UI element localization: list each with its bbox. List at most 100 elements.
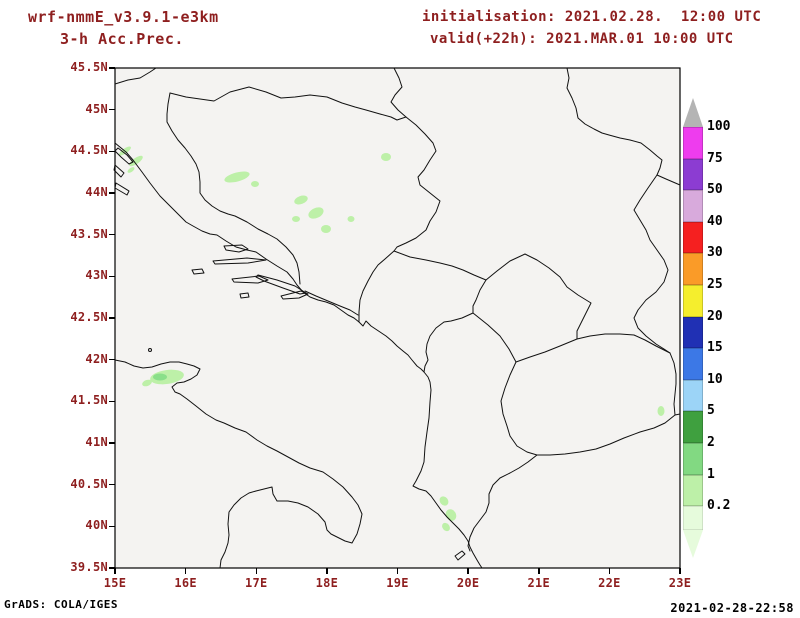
- island-peljesac: [255, 274, 307, 295]
- legend-level-label: 100: [707, 119, 731, 134]
- x-tick-mark: [608, 568, 611, 574]
- border-kosovo-albania: [472, 312, 517, 363]
- border-croatia-bosnia-dubrovnik: [304, 290, 359, 316]
- x-tick-mark: [114, 568, 116, 574]
- y-tick-label: 41.5N: [70, 393, 108, 408]
- x-tick-label: 20E: [456, 576, 480, 590]
- x-tick-mark: [538, 568, 540, 574]
- legend-segment: [683, 379, 703, 412]
- y-tick-mark: [109, 567, 115, 569]
- legend-level-label: 40: [707, 213, 723, 229]
- precip-patch: [292, 216, 300, 222]
- island-mljet: [280, 290, 309, 300]
- precip-patch: [439, 496, 449, 506]
- legend-level-label: 25: [707, 277, 723, 292]
- y-tick-mark: [109, 358, 115, 361]
- island-pag-south: [113, 164, 125, 178]
- y-tick-label: 40.5N: [70, 476, 108, 491]
- legend-level-label: 1: [707, 466, 715, 482]
- precip-patch: [127, 167, 135, 173]
- legend-segment: [683, 316, 703, 349]
- border-albania-macedonia: [500, 361, 538, 456]
- x-tick-label: 19E: [386, 576, 409, 590]
- precip-patch: [442, 522, 450, 532]
- border-albania-greece: [467, 454, 538, 552]
- precip-patch: [308, 207, 324, 219]
- y-tick-label: 42N: [85, 351, 108, 366]
- legend-level-label: 10: [707, 371, 723, 387]
- coastlines: [113, 142, 483, 569]
- legend-level-label: 5: [707, 403, 715, 419]
- model-title: wrf-nmmE_v3.9.1-e3km: [28, 8, 219, 26]
- y-tick-label: 43N: [85, 268, 108, 283]
- y-tick-mark: [109, 442, 115, 444]
- island-korcula: [231, 275, 269, 284]
- precip-patch: [321, 225, 331, 233]
- y-tick-label: 45N: [85, 101, 108, 116]
- legend-segment: [683, 190, 703, 222]
- x-tick-label: 18E: [315, 576, 339, 590]
- precip-patch: [657, 406, 665, 416]
- border-macedonia-greece: [536, 414, 676, 456]
- y-tick-label: 42.5N: [70, 310, 108, 324]
- y-tick-mark: [109, 275, 115, 278]
- border-greece-bulgaria: [674, 413, 681, 416]
- border-croatia-serbia: [390, 67, 407, 118]
- island-brac: [223, 244, 249, 253]
- render-timestamp: 2021-02-28-22:58: [670, 601, 794, 615]
- legend-overflow-arrow: [683, 98, 703, 127]
- x-tick-label: 22E: [598, 576, 621, 590]
- y-tick-label: 39.5N: [70, 560, 108, 574]
- legend-segment: [683, 221, 703, 254]
- island-lastovo: [239, 292, 250, 299]
- border-serbia-romania: [566, 67, 663, 176]
- border-macedonia-serbia: [576, 333, 671, 354]
- legend-level-label: 75: [707, 150, 723, 166]
- island-corfu: [454, 550, 466, 561]
- y-tick-label: 45.5N: [70, 60, 108, 74]
- y-tick-mark: [109, 67, 115, 69]
- initialisation-line: initialisation: 2021.02.28. 12:00 UTC: [422, 9, 762, 25]
- legend-level-label: 0.2: [707, 498, 731, 514]
- y-tick-mark: [109, 150, 115, 153]
- x-tick-mark: [326, 568, 328, 574]
- border-kosovo-serbia: [485, 253, 592, 340]
- legend-segment: [683, 127, 703, 159]
- legend-segment: [683, 348, 703, 380]
- y-tick-mark: [109, 108, 115, 111]
- legend-level-label: 20: [707, 308, 723, 324]
- border-montenegro-kosovo: [472, 279, 487, 314]
- y-tick-label: 44N: [85, 185, 108, 199]
- map-frame: [114, 67, 681, 569]
- x-tick-label: 21E: [527, 576, 551, 590]
- valid-line: valid(+22h): 2021.MAR.01 10:00 UTC: [430, 31, 734, 47]
- island-tremiti: [148, 348, 152, 352]
- legend-segment: [683, 474, 703, 507]
- legend-segment: [683, 158, 703, 191]
- legend-level-label: 15: [707, 340, 723, 356]
- precip-patch: [347, 216, 355, 222]
- y-tick-label: 41N: [85, 435, 108, 449]
- legend-segment: [683, 411, 703, 443]
- island-hvar: [212, 257, 267, 265]
- precipitation-patches: [119, 146, 665, 532]
- border-romania-bulgaria-danube: [656, 174, 681, 186]
- precip-patch: [129, 155, 143, 167]
- y-tick-mark: [109, 483, 115, 486]
- border-bosnia-montenegro: [358, 250, 395, 323]
- legend-segment: [683, 285, 703, 317]
- grads-credit: GrADS: COLA/IGES: [4, 598, 118, 611]
- product-title: 3-h Acc.Prec.: [60, 30, 184, 48]
- precip-patch: [142, 379, 152, 387]
- island-dugi-otok: [114, 182, 130, 196]
- y-tick-mark: [109, 317, 115, 319]
- y-tick-label: 40N: [85, 518, 108, 533]
- y-tick-label: 43.5N: [70, 226, 108, 241]
- legend-level-label: 30: [707, 245, 723, 261]
- coastline-italy: [114, 359, 363, 569]
- precip-patch: [224, 171, 250, 183]
- x-tick-label: 15E: [103, 576, 127, 590]
- border-serbia-bulgaria: [633, 174, 671, 354]
- y-tick-mark: [109, 192, 115, 194]
